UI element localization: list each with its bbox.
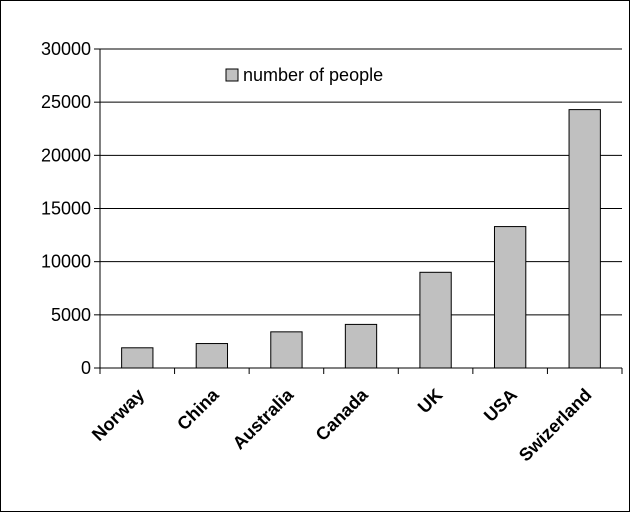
y-tick-labels: 0 5000 10000 15000 20000 25000 30000 bbox=[41, 39, 91, 378]
y-tick-label: 15000 bbox=[41, 199, 91, 219]
y-tick-label: 20000 bbox=[41, 145, 91, 165]
y-tick-label: 0 bbox=[81, 358, 91, 378]
y-tick-label: 10000 bbox=[41, 252, 91, 272]
bar-usa bbox=[493, 226, 527, 369]
bar-uk bbox=[419, 271, 452, 369]
legend: number of people bbox=[225, 65, 383, 85]
y-tick-label: 25000 bbox=[41, 92, 91, 112]
y-tick-label: 30000 bbox=[41, 39, 91, 59]
axes bbox=[99, 49, 622, 369]
bar-norway bbox=[121, 347, 154, 369]
bar-australia bbox=[270, 331, 303, 369]
bar-china bbox=[195, 343, 229, 369]
legend-label: number of people bbox=[243, 65, 383, 85]
y-tick-label: 5000 bbox=[51, 305, 91, 325]
bars bbox=[99, 109, 623, 374]
bar-canada bbox=[344, 323, 378, 369]
legend-swatch bbox=[225, 68, 239, 82]
bar-swizerland bbox=[568, 109, 601, 369]
gridlines bbox=[94, 48, 622, 369]
